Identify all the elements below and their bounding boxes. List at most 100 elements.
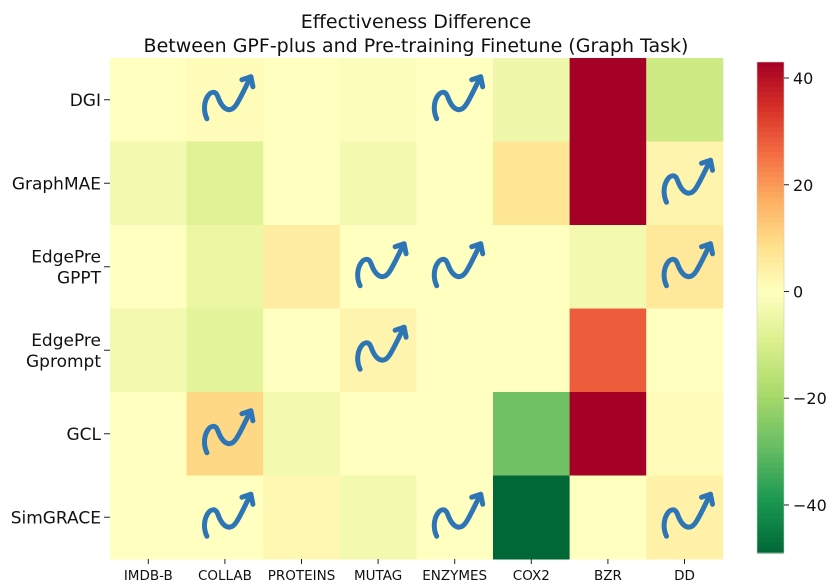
colorbar-segment — [757, 452, 784, 459]
y-tick-label: GraphMAE — [12, 174, 101, 194]
heatmap-cell — [110, 392, 188, 476]
heatmap-cell — [263, 141, 341, 226]
colorbar-segment — [757, 177, 784, 183]
heatmap-cell — [569, 225, 647, 309]
heatmap-cell — [186, 141, 264, 226]
heatmap-cell — [569, 475, 647, 560]
heatmap-cell — [339, 225, 417, 309]
colorbar-segment — [757, 447, 784, 454]
colorbar-segment — [757, 197, 784, 203]
colorbar-segment — [757, 267, 784, 274]
colorbar-segment — [757, 362, 784, 369]
heatmap-cell — [569, 141, 647, 226]
colorbar-segment — [757, 117, 784, 123]
chart-title-line2: Between GPF-plus and Pre-training Finetu… — [144, 35, 689, 57]
y-tick-label: Gprompt — [26, 352, 101, 372]
y-tick-label: EdgePre — [31, 331, 101, 351]
colorbar-segment — [757, 97, 784, 103]
heatmap-cell — [339, 475, 417, 560]
heatmap-cell — [493, 141, 571, 226]
colorbar-segment — [757, 467, 784, 474]
trend-arrow-icon — [355, 324, 409, 372]
colorbar-segment — [757, 82, 784, 88]
colorbar-frame — [756, 61, 785, 554]
colorbar-segment — [757, 342, 784, 349]
colorbar-segment — [757, 62, 784, 68]
y-tick-label: GCL — [66, 425, 101, 445]
colorbar-segment — [757, 517, 784, 524]
heatmap-cell — [493, 308, 571, 393]
colorbar-segment — [757, 522, 784, 529]
y-tick-label: EdgePre — [31, 247, 101, 267]
heatmap-cell — [493, 225, 571, 309]
heatmap-cell — [263, 392, 341, 476]
x-axis: IMDB-B COLLAB PROTEINS MUTAG ENZYMES COX2 BZR D… — [124, 559, 695, 580]
x-tick-label: ENZYMES — [422, 568, 487, 580]
heatmap-cells — [110, 58, 724, 560]
heatmap-cell — [493, 392, 571, 476]
colorbar-segment — [757, 402, 784, 409]
colorbar-tick-label: 0 — [793, 282, 803, 301]
colorbar-segment — [757, 242, 784, 248]
heatmap-cell — [416, 58, 494, 142]
heatmap-cell — [110, 475, 188, 560]
colorbar-segment — [757, 427, 784, 434]
colorbar-segment — [757, 352, 784, 359]
trend-arrow-icon — [355, 241, 409, 289]
heatmap-cell — [646, 308, 724, 393]
colorbar-segment — [757, 272, 784, 279]
heatmap-cell — [186, 58, 264, 142]
colorbar-segment — [757, 322, 784, 329]
heatmap-cell — [263, 58, 341, 142]
colorbar-segment — [757, 482, 784, 489]
colorbar-segment — [757, 157, 784, 163]
colorbar-segment — [757, 512, 784, 519]
heatmap-cell — [569, 392, 647, 476]
colorbar-segment — [757, 152, 784, 158]
y-axis: DGIGraphMAEEdgePreGPPTEdgePreGpromptGCLS… — [11, 91, 110, 528]
x-tick-label: BZR — [594, 568, 622, 580]
colorbar-segment — [757, 77, 784, 83]
colorbar-segment — [757, 437, 784, 444]
colorbar-segment — [757, 317, 784, 324]
colorbar-segment — [757, 387, 784, 394]
colorbar-segment — [757, 87, 784, 93]
colorbar-segment — [757, 112, 784, 118]
colorbar-segment — [757, 547, 784, 554]
colorbar-segment — [757, 107, 784, 113]
colorbar-segment — [757, 397, 784, 404]
colorbar-segment — [757, 132, 784, 138]
heatmap-cell — [416, 225, 494, 309]
colorbar-segment — [757, 292, 784, 299]
colorbar-tick-label: −20 — [793, 389, 827, 408]
colorbar-segment — [757, 502, 784, 509]
heatmap-cell — [569, 58, 647, 142]
colorbar-segment — [757, 407, 784, 414]
heatmap-cell — [110, 225, 188, 309]
heatmap-cell — [110, 141, 188, 226]
trend-arrow-icon — [202, 408, 256, 456]
colorbar-segment — [757, 262, 784, 269]
colorbar-segment — [757, 347, 784, 354]
colorbar-segment — [757, 327, 784, 334]
colorbar-segment — [757, 432, 784, 439]
x-tick-label: COLLAB — [198, 568, 252, 580]
colorbar-tick-label: 20 — [793, 176, 813, 195]
colorbar-segment — [757, 382, 784, 389]
colorbar-segment — [757, 307, 784, 314]
heatmap-cell — [339, 58, 417, 142]
colorbar-segment — [757, 302, 784, 309]
colorbar-segment — [757, 162, 784, 168]
colorbar-segment — [757, 257, 784, 264]
colorbar-segment — [757, 412, 784, 419]
heatmap-cell — [339, 308, 417, 393]
colorbar-segment — [757, 122, 784, 128]
x-tick-label: IMDB-B — [124, 568, 173, 580]
colorbar-segment — [757, 147, 784, 153]
colorbar-segment — [757, 202, 784, 208]
colorbar-segment — [757, 337, 784, 344]
trend-arrow-icon — [661, 491, 715, 539]
colorbar-segment — [757, 537, 784, 544]
